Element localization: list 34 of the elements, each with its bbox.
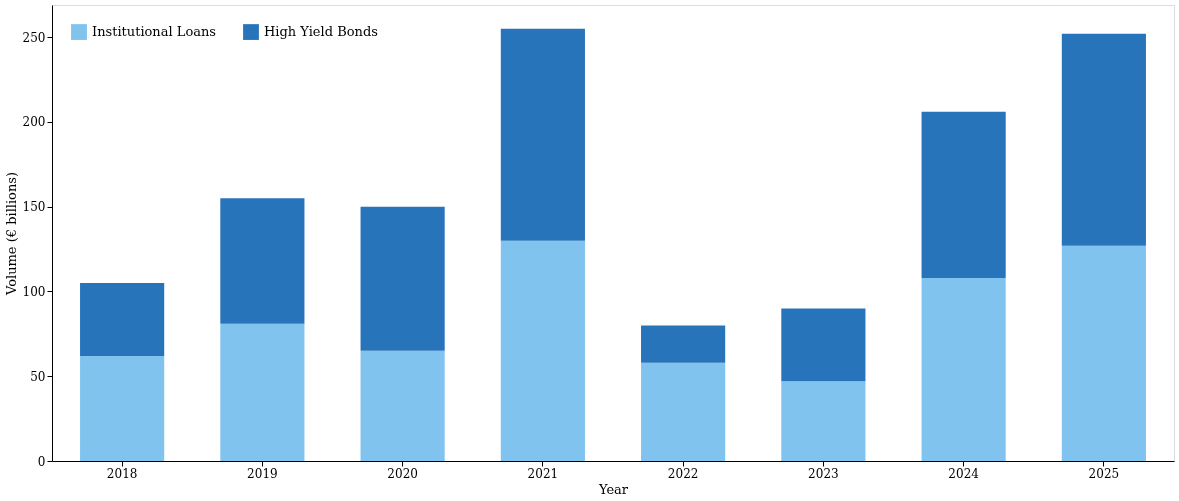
bar [220,323,305,461]
y-tick-label: 150 [22,200,46,215]
bar [80,355,165,461]
bar [921,111,1006,278]
bar [641,325,726,363]
bar [1061,245,1146,461]
bar [80,283,165,356]
y-axis-title: Volume (€ billions) [3,171,19,297]
y-tick-label: 100 [22,284,46,299]
bar [781,381,866,461]
bar [500,28,585,241]
bar [220,198,305,324]
y-tick-label: 0 [37,454,46,469]
bar [360,350,445,461]
bar [921,277,1006,461]
x-tick-label: 2022 [667,466,699,481]
y-tick-label: 250 [22,30,46,45]
bar [641,362,726,461]
bar [1061,33,1146,246]
x-tick-label: 2018 [106,466,138,481]
y-tick-label: 50 [30,369,46,384]
y-tick-label: 200 [22,115,46,130]
x-tick-label: 2025 [1088,466,1120,481]
x-tick-label: 2021 [527,466,559,481]
x-tick-label: 2023 [808,466,839,481]
bar [500,240,585,461]
x-tick-label: 2019 [247,466,278,481]
bar [781,308,866,382]
bar [360,206,445,351]
legend-label: Institutional Loans [92,24,217,40]
x-tick-label: 2020 [387,466,418,481]
x-axis-title: Year [597,481,629,497]
x-tick-label: 2024 [948,466,980,481]
legend-label: High Yield Bonds [264,24,378,40]
